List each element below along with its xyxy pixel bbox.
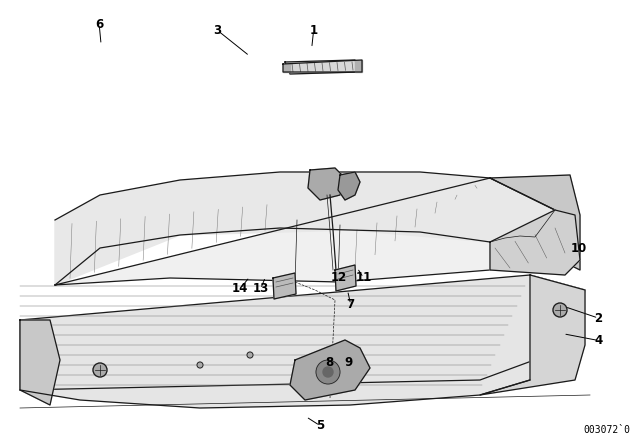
Circle shape — [323, 367, 333, 377]
Polygon shape — [308, 168, 345, 200]
Polygon shape — [335, 265, 356, 291]
Text: 10: 10 — [571, 242, 588, 255]
Polygon shape — [285, 60, 360, 74]
Polygon shape — [55, 172, 555, 285]
Text: 11: 11 — [355, 271, 372, 284]
Polygon shape — [355, 60, 362, 72]
Text: 4: 4 — [595, 334, 602, 347]
Polygon shape — [480, 275, 585, 395]
Polygon shape — [338, 172, 360, 200]
Text: 12: 12 — [331, 271, 348, 284]
Text: 13: 13 — [252, 282, 269, 296]
Text: 1: 1 — [310, 24, 317, 37]
Polygon shape — [490, 175, 580, 270]
Text: 6: 6 — [95, 18, 103, 31]
Text: 003072`0: 003072`0 — [583, 425, 630, 435]
Text: 5: 5 — [316, 419, 324, 432]
Circle shape — [93, 363, 107, 377]
Polygon shape — [283, 64, 290, 72]
Polygon shape — [490, 210, 580, 275]
Text: 3: 3 — [214, 24, 221, 37]
Circle shape — [316, 360, 340, 384]
Circle shape — [553, 303, 567, 317]
Circle shape — [247, 352, 253, 358]
Polygon shape — [273, 273, 296, 299]
Circle shape — [197, 362, 203, 368]
Polygon shape — [20, 320, 60, 405]
Polygon shape — [290, 340, 370, 400]
Polygon shape — [20, 275, 530, 408]
Text: 7: 7 — [347, 298, 355, 311]
Text: 8: 8 — [326, 356, 333, 370]
Polygon shape — [20, 275, 585, 390]
Text: 14: 14 — [232, 282, 248, 296]
Text: 2: 2 — [595, 311, 602, 325]
Text: 9: 9 — [345, 356, 353, 370]
Polygon shape — [55, 178, 555, 285]
